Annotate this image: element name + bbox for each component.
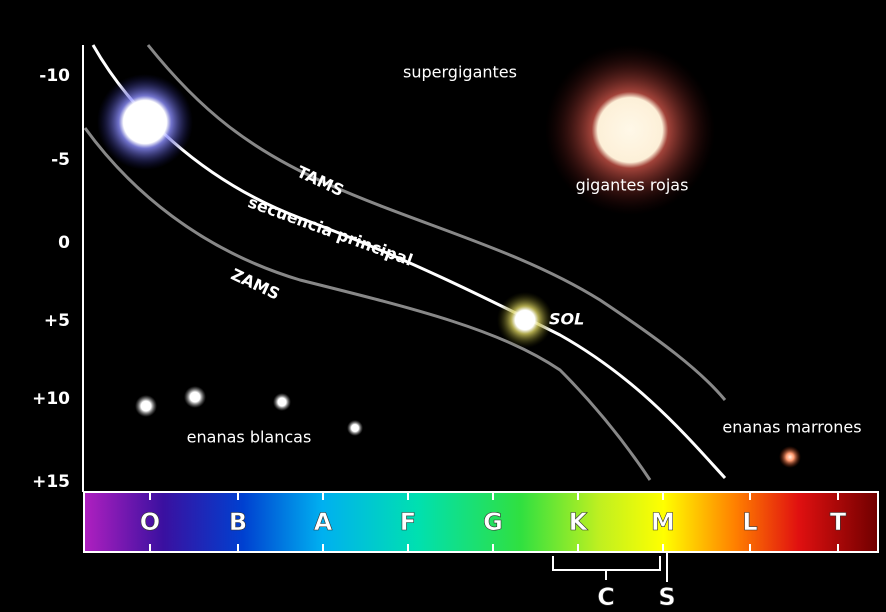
tams-curve <box>146 44 727 401</box>
spectral-class: B <box>229 508 247 536</box>
spectral-class: A <box>314 508 333 536</box>
spectral-class: F <box>400 508 416 536</box>
sun-label: SOL <box>549 310 584 329</box>
y-label: +10 <box>32 389 70 409</box>
spectral-class: M <box>651 508 675 536</box>
spectral-class: L <box>742 508 757 536</box>
spectral-class: G <box>483 508 503 536</box>
sun-star <box>497 292 553 348</box>
y-label: 0 <box>58 233 70 253</box>
white-dwarf <box>135 395 157 417</box>
zams-curve <box>83 127 652 481</box>
white-dwarf <box>347 420 363 436</box>
c-bracket <box>552 556 661 571</box>
supergiants-label: supergigantes <box>403 63 517 82</box>
y-label: +5 <box>44 311 70 331</box>
main-sequence-label: secuencia principal <box>245 192 415 269</box>
red-giants-label: gigantes rojas <box>576 176 689 195</box>
spectral-class: T <box>830 508 847 536</box>
c-label: C <box>597 583 615 611</box>
white-dwarf <box>273 393 291 411</box>
white-dwarf <box>184 386 206 408</box>
tams-label: TAMS <box>294 162 347 200</box>
s-label: S <box>658 583 675 611</box>
white-dwarfs-label: enanas blancas <box>187 428 312 447</box>
brown-dwarfs-label: enanas marrones <box>722 418 861 437</box>
spectral-class: K <box>569 508 589 536</box>
y-label: +15 <box>32 472 70 492</box>
red-giant-star <box>545 45 715 215</box>
spectral-bar <box>83 491 879 553</box>
spectral-class: O <box>140 508 160 536</box>
y-label: -5 <box>51 150 70 170</box>
blue-star <box>97 74 193 170</box>
brown-dwarf <box>779 446 801 468</box>
y-label: -10 <box>39 66 70 86</box>
